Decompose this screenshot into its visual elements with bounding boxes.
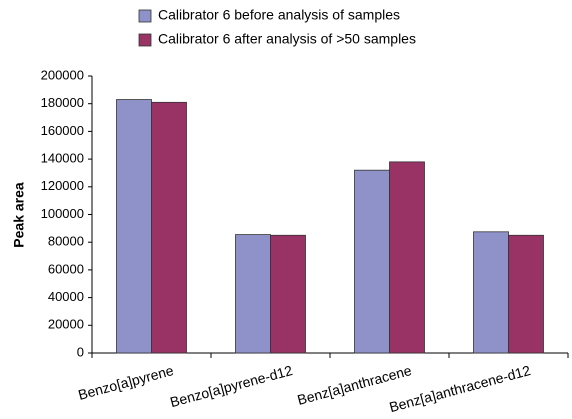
y-tick-label: 180000 xyxy=(41,95,84,110)
bar xyxy=(151,101,187,354)
bar xyxy=(508,234,544,354)
bar xyxy=(389,161,425,354)
y-tick-label: 120000 xyxy=(41,178,84,193)
legend-label: Calibrator 6 after analysis of >50 sampl… xyxy=(158,31,416,47)
bar xyxy=(473,231,509,354)
legend-label: Calibrator 6 before analysis of samples xyxy=(158,7,400,23)
y-tick-label: 0 xyxy=(77,344,84,359)
legend-swatch xyxy=(138,9,152,23)
y-tick-label: 200000 xyxy=(41,67,84,82)
legend-swatch xyxy=(138,33,152,47)
y-tick-label: 80000 xyxy=(48,234,84,249)
x-tick-label: Benzo[a]pyrene xyxy=(76,362,175,403)
y-tick-label: 100000 xyxy=(41,206,84,221)
x-tick-label: Benzo[a]pyrene-d12 xyxy=(168,362,294,410)
bar xyxy=(270,234,306,354)
y-tick-label: 60000 xyxy=(48,261,84,276)
y-tick-label: 160000 xyxy=(41,123,84,138)
y-axis-label: Peak area xyxy=(11,182,27,248)
bar xyxy=(354,169,390,354)
y-tick-label: 40000 xyxy=(48,289,84,304)
bar xyxy=(116,99,152,354)
y-tick-label: 140000 xyxy=(41,151,84,166)
y-tick-label: 20000 xyxy=(48,317,84,332)
bar xyxy=(235,234,271,354)
